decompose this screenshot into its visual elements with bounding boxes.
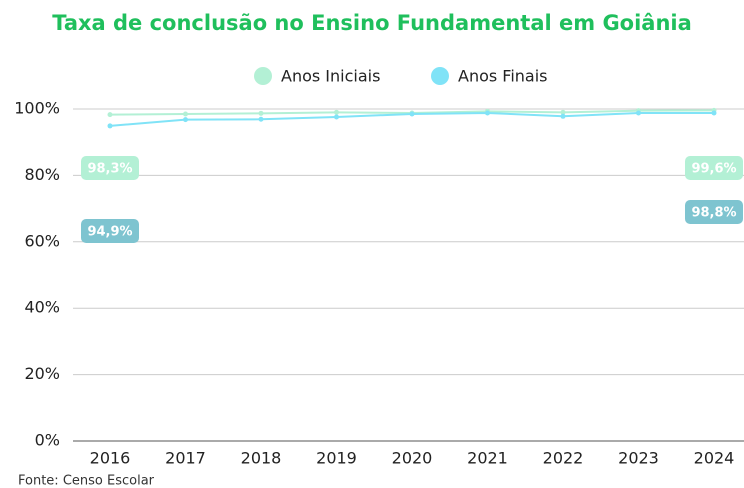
point <box>334 109 339 115</box>
point <box>258 110 264 116</box>
x-tick-label: 2022 <box>543 449 584 468</box>
point <box>183 117 188 123</box>
y-tick-label: 60% <box>24 231 60 250</box>
value-label-box <box>685 156 743 180</box>
point <box>636 110 641 116</box>
point <box>258 116 264 122</box>
source: Fonte: Censo Escolar <box>18 474 155 488</box>
point <box>485 110 490 116</box>
legend-marker <box>431 67 449 85</box>
value-label: 98,8% <box>691 206 736 221</box>
point <box>334 114 339 120</box>
value-label-box <box>81 156 139 180</box>
legend-label: Anos Iniciais <box>281 67 380 86</box>
value-label: 94,9% <box>87 225 132 240</box>
point <box>183 111 188 117</box>
x-tick-label: 2018 <box>241 449 282 468</box>
y-tick-label: 40% <box>24 298 60 317</box>
x-tick-label: 2023 <box>618 449 659 468</box>
point <box>560 109 566 115</box>
legend-marker <box>254 67 272 85</box>
value-label-box <box>81 219 139 243</box>
x-tick-label: 2017 <box>165 449 206 468</box>
x-tick-label: 2024 <box>694 449 735 468</box>
value-label: 98,3% <box>87 162 132 177</box>
y-tick-label: 0% <box>35 431 60 450</box>
x-tick-label: 2020 <box>392 449 433 468</box>
x-tick-label: 2021 <box>467 449 508 468</box>
y-tick-label: 20% <box>24 364 60 383</box>
point <box>107 112 113 118</box>
x-tick-label: 2016 <box>90 449 131 468</box>
point <box>107 123 113 129</box>
value-label: 99,6% <box>691 162 736 177</box>
point <box>409 111 415 117</box>
y-tick-label: 100% <box>14 99 60 118</box>
legend-label: Anos Finais <box>458 67 548 86</box>
chart-title: Taxa de conclusão no Ensino Fundamental … <box>52 11 692 35</box>
point <box>560 113 566 119</box>
point <box>711 110 717 116</box>
x-tick-label: 2019 <box>316 449 357 468</box>
value-label-box <box>685 200 743 224</box>
y-tick-label: 80% <box>24 165 60 184</box>
